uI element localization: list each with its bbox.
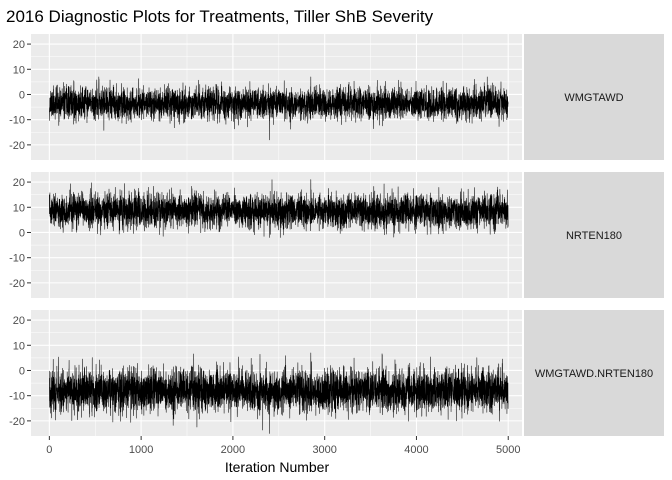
x-tick-label: 2000 — [221, 444, 245, 456]
facet-panel-1: -20 -10 0 10 20 WMGTAWD — [9, 34, 664, 160]
trace-line — [49, 352, 509, 434]
facet-panel-2: -20 -10 0 10 20 NRTEN180 — [9, 172, 664, 298]
y-tick-label: 0 — [19, 89, 25, 101]
y-tick-label: 10 — [13, 340, 25, 352]
y-tick-label: 0 — [19, 227, 25, 239]
y-tick-label: -10 — [9, 391, 25, 403]
panel-background — [31, 172, 522, 298]
y-tick-label: 20 — [13, 177, 25, 189]
facet-panels: -20-1001020WMGTAWD-20-1001020NRTEN180-20… — [9, 34, 664, 436]
strip-label: NRTEN180 — [566, 230, 622, 242]
strip-background — [524, 310, 664, 436]
y-tick-label: 20 — [13, 315, 25, 327]
y-tick-label: -20 — [9, 278, 25, 290]
x-axis: 0 1000 2000 3000 4000 5000 — [46, 436, 520, 456]
y-tick-label: 20 — [13, 39, 25, 51]
y-tick-label: -20 — [9, 416, 25, 428]
y-tick-label: -10 — [9, 115, 25, 127]
facet-panel-3: -20 -10 0 10 20 WMGTAWD.NRTEN180 — [9, 310, 664, 436]
y-tick-label: -20 — [9, 140, 25, 152]
strip-background — [524, 172, 664, 298]
strip-label: WMGTAWD.NRTEN180 — [535, 368, 653, 380]
x-axis-title: Iteration Number — [225, 459, 330, 475]
y-tick-label: 0 — [19, 365, 25, 377]
x-tick-label: 1000 — [129, 444, 153, 456]
y-tick-label: -10 — [9, 253, 25, 265]
trace-line — [49, 179, 509, 238]
strip-background — [524, 34, 664, 160]
trace-line — [49, 76, 509, 141]
strip-label: WMGTAWD — [564, 92, 623, 104]
chart-title: 2016 Diagnostic Plots for Treatments, Ti… — [6, 7, 434, 26]
x-tick-label: 0 — [46, 444, 52, 456]
x-tick-label: 5000 — [496, 444, 520, 456]
y-tick-label: 10 — [13, 64, 25, 76]
y-tick-label: 10 — [13, 202, 25, 214]
x-tick-label: 4000 — [404, 444, 428, 456]
x-tick-label: 3000 — [312, 444, 336, 456]
